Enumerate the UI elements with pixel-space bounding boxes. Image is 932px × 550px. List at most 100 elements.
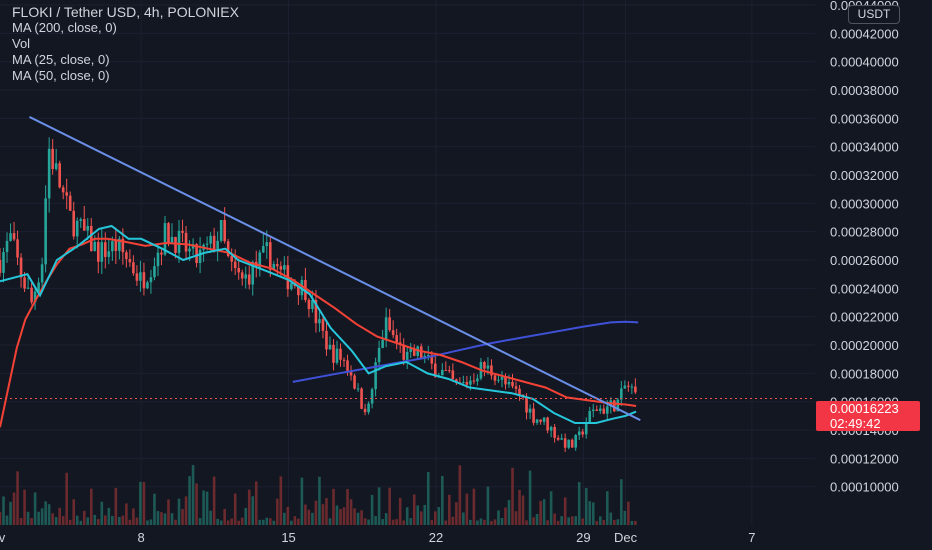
candle-body <box>96 241 100 262</box>
x-tick-label: 22 <box>429 530 443 545</box>
volume-bar <box>325 498 328 525</box>
candle-body <box>276 264 279 267</box>
candle-body <box>567 439 570 448</box>
volume-bar <box>511 467 514 525</box>
candle-body <box>44 198 47 265</box>
candle-body <box>261 246 265 253</box>
volume-bar <box>265 517 269 525</box>
volume-bar <box>100 501 104 525</box>
candle-body <box>139 272 142 281</box>
volume-bar <box>360 510 363 525</box>
candle-body <box>170 236 174 243</box>
candle-body <box>616 399 620 412</box>
candle-body <box>430 354 434 364</box>
volume-bar <box>469 519 472 525</box>
candle-body <box>33 291 37 303</box>
candle-body <box>472 380 476 382</box>
candle-body <box>556 437 560 440</box>
volume-bar <box>314 500 318 525</box>
volume-bar <box>198 518 202 525</box>
candle-body <box>40 264 44 283</box>
volume-bar <box>521 495 525 525</box>
y-tick-label: 0.00026000 <box>830 253 899 268</box>
candle-body <box>114 241 118 251</box>
candle-body <box>54 163 58 169</box>
y-tick-label: 0.00018000 <box>830 366 899 381</box>
candle-body <box>79 219 83 221</box>
candle-body <box>384 317 388 340</box>
y-tick-label: 0.00032000 <box>830 168 899 183</box>
y-tick-label: 0.00010000 <box>830 480 899 495</box>
candle-body <box>121 238 125 253</box>
candle-body <box>349 370 353 376</box>
volume-bar <box>377 487 381 525</box>
legend-volume[interactable]: Vol <box>12 36 31 51</box>
legend-ma200[interactable]: MA (200, close, 0) <box>12 20 117 35</box>
x-tick-label: Dec <box>614 530 638 545</box>
volume-bar <box>286 506 290 525</box>
candle-body <box>318 319 321 324</box>
volume-bar <box>311 512 314 525</box>
legend-ma25[interactable]: MA (25, close, 0) <box>12 52 110 67</box>
candle-body <box>374 362 377 390</box>
volume-bar <box>609 512 613 525</box>
volume-bar <box>409 518 413 525</box>
y-tick-label: 0.00024000 <box>830 281 899 296</box>
volume-bar <box>493 519 497 525</box>
volume-bar <box>72 499 76 525</box>
candle-body <box>381 339 384 348</box>
y-tick-label: 0.00028000 <box>830 225 899 240</box>
candle-body <box>525 397 528 413</box>
volume-bar <box>12 492 16 525</box>
candle-body <box>181 230 184 233</box>
legend-ma50[interactable]: MA (50, close, 0) <box>12 68 110 83</box>
volume-bar <box>153 493 156 525</box>
candle-body <box>184 232 188 252</box>
x-tick-label: 8 <box>137 530 144 545</box>
volume-bar <box>244 507 248 525</box>
candle-body <box>560 438 563 440</box>
volume-bar <box>584 487 588 525</box>
candle-body <box>546 417 549 431</box>
candle-body <box>223 219 226 242</box>
candle-body <box>258 252 262 268</box>
candle-body <box>174 236 177 253</box>
candle-body <box>441 369 444 376</box>
volume-bar <box>2 496 5 525</box>
candle-body <box>465 381 469 385</box>
y-tick-label: 0.00012000 <box>830 451 899 466</box>
volume-bar <box>328 518 332 525</box>
currency-unit-button[interactable]: USDT <box>848 5 900 24</box>
candle-body <box>233 261 237 269</box>
volume-bar <box>44 501 47 525</box>
candle-body <box>111 241 114 252</box>
legend-title[interactable]: FLOKI / Tether USD, 4h, POLONIEX <box>12 4 239 20</box>
volume-bar <box>556 520 560 525</box>
candle-body <box>423 355 427 358</box>
volume-bar <box>188 476 191 525</box>
candle-body <box>476 378 479 382</box>
volume-bar <box>356 512 360 525</box>
volume-bar <box>304 504 307 525</box>
volume-bar <box>553 513 556 525</box>
candle-body <box>486 365 490 369</box>
candle-body <box>219 219 223 241</box>
volume-bar <box>391 519 395 525</box>
volume-bar <box>184 496 188 525</box>
volume-bar <box>230 518 233 525</box>
volume-bar <box>307 509 311 525</box>
volume-bar <box>388 487 391 525</box>
candle-body <box>86 225 90 231</box>
candle-body <box>65 192 68 196</box>
candle-body <box>444 369 448 371</box>
volume-bar <box>535 514 539 525</box>
candle-body <box>265 242 269 247</box>
volume-bar <box>54 517 58 525</box>
volume-bar <box>430 520 434 525</box>
volume-bar <box>426 472 430 525</box>
x-tick-label: 7 <box>748 530 755 545</box>
volume-bar <box>581 518 585 525</box>
volume-bar <box>591 502 595 525</box>
volume-bar <box>353 508 356 525</box>
